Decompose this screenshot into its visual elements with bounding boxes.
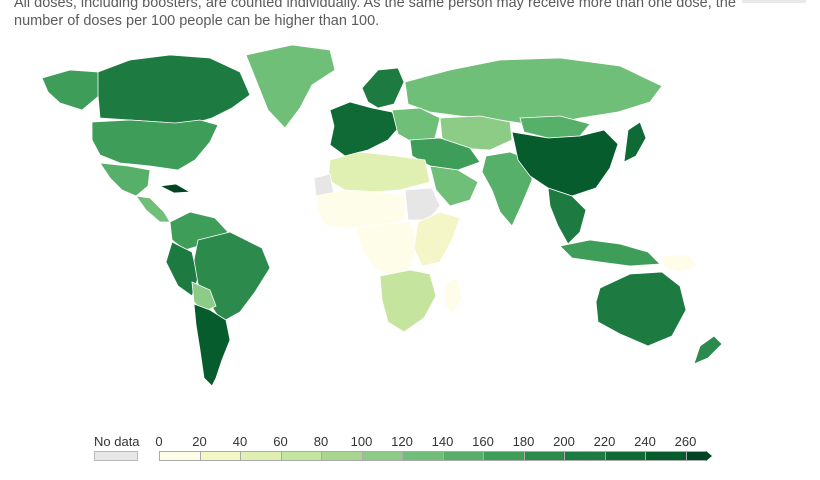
legend-tick-260: 260 (674, 434, 697, 449)
region-europe-west[interactable] (329, 101, 401, 157)
region-bolivia[interactable] (191, 281, 217, 313)
region-indonesia[interactable] (559, 239, 661, 267)
chart-subtitle: All doses, including boosters, are count… (14, 0, 736, 30)
legend-bin-200 (564, 451, 605, 461)
legend-bin-220 (604, 451, 645, 461)
region-chile-argentina[interactable] (193, 303, 231, 387)
region-east-africa[interactable] (413, 211, 461, 267)
region-middle-east[interactable] (409, 137, 481, 171)
world-map (41, 44, 723, 387)
region-russia[interactable] (404, 57, 663, 127)
legend-tick-40: 40 (232, 434, 248, 449)
no-data-swatch (94, 451, 138, 461)
region-australia[interactable] (595, 271, 687, 347)
corner-logo-fragment (742, 0, 806, 3)
legend-tick-60: 60 (273, 434, 288, 449)
legend-tick-200: 200 (553, 434, 575, 449)
region-southeast-asia[interactable] (547, 187, 587, 245)
region-mexico[interactable] (99, 162, 151, 197)
legend-bin-260 (685, 451, 706, 461)
region-scandinavia[interactable] (361, 67, 405, 109)
region-china[interactable] (511, 129, 619, 197)
region-greenland[interactable] (245, 44, 336, 129)
region-sudan-nodata[interactable] (404, 187, 441, 221)
legend-bin-140 (442, 451, 483, 461)
region-new-zealand[interactable] (693, 335, 723, 365)
region-japan[interactable] (623, 121, 647, 163)
legend-tick-20: 20 (192, 434, 207, 449)
legend-tick-100: 100 (350, 434, 373, 449)
legend-bin-180 (523, 451, 564, 461)
legend-bin-100 (361, 451, 402, 461)
legend-tick-0: 0 (155, 434, 163, 449)
region-north-africa[interactable] (327, 151, 431, 193)
region-usa[interactable] (91, 119, 219, 171)
region-madagascar[interactable] (443, 277, 463, 315)
legend-tick-220: 220 (593, 434, 616, 449)
legend-tick-240: 240 (634, 434, 656, 449)
legend-tick-160: 160 (472, 434, 494, 449)
legend-bin-120 (402, 451, 443, 461)
legend-bin-80 (321, 451, 362, 461)
map-legend: No data 0 20 40 60 80 100 120 140 160 180 200 220 24… (0, 430, 820, 470)
legend-arrow (705, 451, 712, 461)
legend-bin-20 (199, 451, 240, 461)
subtitle-line-2: number of doses per 100 people can be hi… (14, 13, 380, 29)
legend-bin-0 (159, 451, 200, 461)
legend-bin-240 (645, 451, 686, 461)
region-cuba[interactable] (158, 183, 192, 194)
region-alaska[interactable] (41, 69, 101, 111)
region-png[interactable] (661, 253, 699, 273)
legend-bin-60 (280, 451, 321, 461)
legend-bin-40 (240, 451, 281, 461)
legend-tick-140: 140 (431, 434, 454, 449)
subtitle-line-1: All doses, including boosters, are count… (14, 0, 736, 11)
legend-tick-120: 120 (391, 434, 413, 449)
region-peru[interactable] (165, 241, 199, 297)
region-central-africa[interactable] (355, 221, 419, 277)
legend-tick-80: 80 (313, 434, 329, 449)
legend-bin-160 (483, 451, 524, 461)
no-data-label: No data (94, 434, 140, 449)
legend-tick-180: 180 (512, 434, 535, 449)
region-arabia[interactable] (429, 165, 479, 207)
region-sahel-africa[interactable] (315, 189, 406, 229)
region-southern-africa[interactable] (379, 269, 437, 333)
region-canada[interactable] (97, 54, 251, 126)
